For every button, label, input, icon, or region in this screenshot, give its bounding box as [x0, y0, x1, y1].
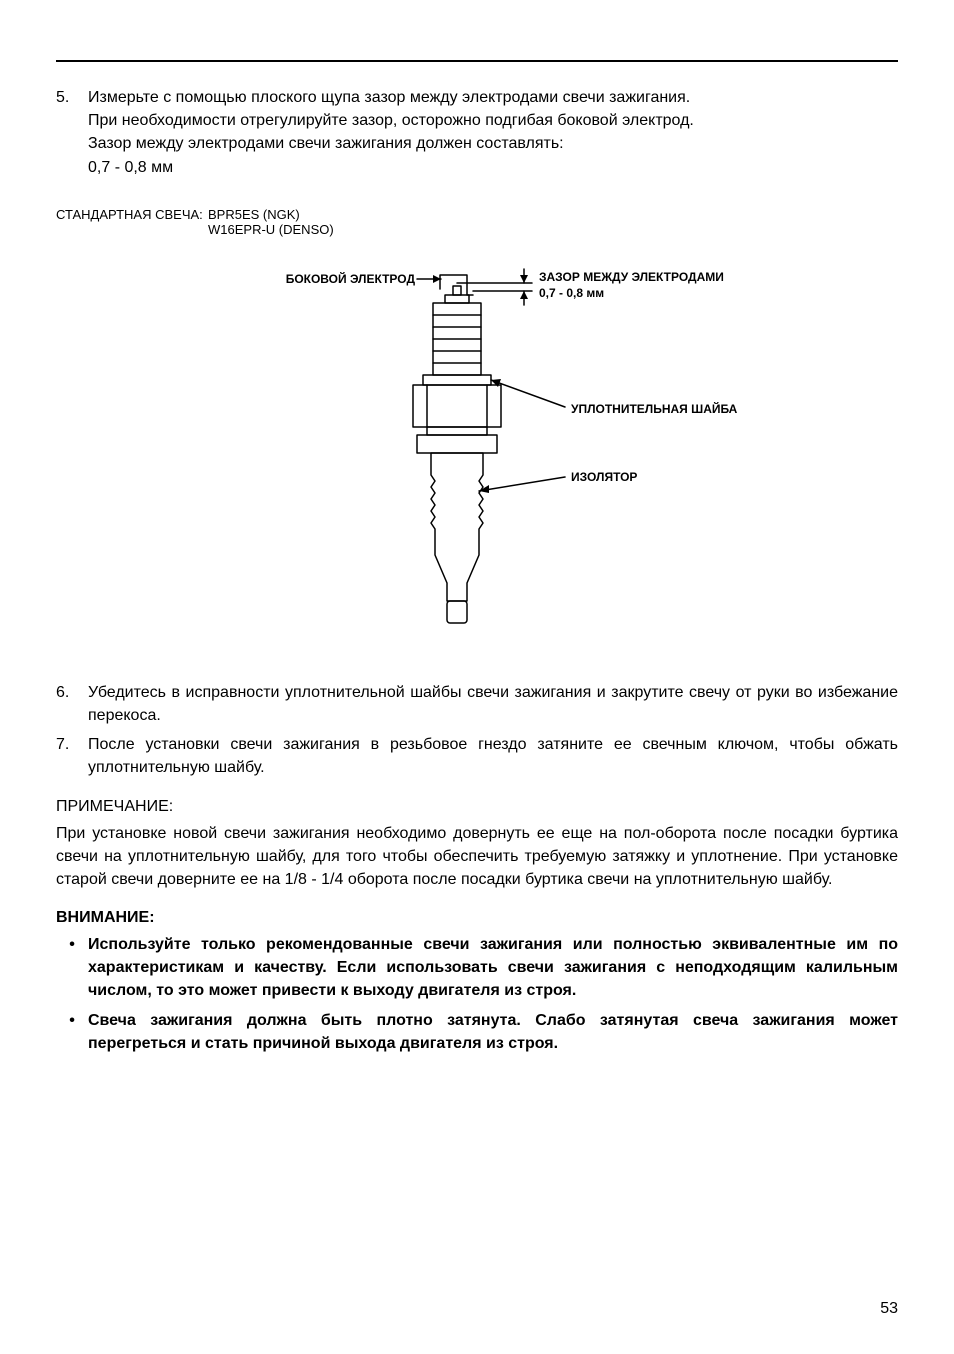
warning-bullet-1: • Используйте только рекомендованные све…	[56, 933, 898, 1003]
list-item-7: 7. После установки свечи зажигания в рез…	[56, 733, 898, 779]
top-rule	[56, 60, 898, 62]
spec-values: BPR5ES (NGK) W16EPR-U (DENSO)	[208, 207, 334, 237]
bullet-icon: •	[56, 933, 88, 1003]
list-body: Измерьте с помощью плоского щупа зазор м…	[88, 86, 898, 179]
bullet-icon: •	[56, 1009, 88, 1055]
list-body: Убедитесь в исправности уплотнительной ш…	[88, 681, 898, 727]
spec-value: BPR5ES (NGK)	[208, 207, 334, 222]
spark-plug-svg: БОКОВОЙ ЭЛЕКТРОД ЗАЗОР МЕЖДУ ЭЛЕКТРОДАМИ…	[127, 255, 827, 645]
note-body: При установке новой свечи зажигания необ…	[56, 822, 898, 892]
list-num: 7.	[56, 733, 88, 779]
warning-title: ВНИМАНИЕ:	[56, 909, 898, 927]
text-line: При необходимости отрегулируйте зазор, о…	[88, 109, 898, 132]
text-line: Зазор между электродами свечи зажигания …	[88, 132, 898, 155]
list-num: 5.	[56, 86, 88, 179]
list-item-5: 5. Измерьте с помощью плоского щупа зазо…	[56, 86, 898, 179]
label-insulator: ИЗОЛЯТОР	[571, 470, 637, 484]
text-line: 0,7 - 0,8 мм	[88, 156, 898, 179]
label-side-electrode: БОКОВОЙ ЭЛЕКТРОД	[286, 271, 416, 286]
spec-label: СТАНДАРТНАЯ СВЕЧА:	[56, 207, 208, 237]
list-item-6: 6. Убедитесь в исправности уплотнительно…	[56, 681, 898, 727]
label-washer: УПЛОТНИТЕЛЬНАЯ ШАЙБА	[571, 401, 738, 416]
note-title: ПРИМЕЧАНИЕ:	[56, 798, 898, 816]
list-body: После установки свечи зажигания в резьбо…	[88, 733, 898, 779]
spec-row: СТАНДАРТНАЯ СВЕЧА: BPR5ES (NGK) W16EPR-U…	[56, 207, 898, 237]
warning-bullet-2: • Свеча зажигания должна быть плотно зат…	[56, 1009, 898, 1055]
text-line: Измерьте с помощью плоского щупа зазор м…	[88, 86, 898, 109]
bullet-body: Используйте только рекомендованные свечи…	[88, 933, 898, 1003]
label-gap-2: 0,7 - 0,8 мм	[539, 286, 604, 300]
spec-value: W16EPR-U (DENSO)	[208, 222, 334, 237]
label-gap-1: ЗАЗОР МЕЖДУ ЭЛЕКТРОДАМИ	[539, 270, 724, 284]
page-number: 53	[880, 1300, 898, 1318]
spark-plug-diagram: БОКОВОЙ ЭЛЕКТРОД ЗАЗОР МЕЖДУ ЭЛЕКТРОДАМИ…	[56, 255, 898, 645]
bullet-body: Свеча зажигания должна быть плотно затян…	[88, 1009, 898, 1055]
list-num: 6.	[56, 681, 88, 727]
